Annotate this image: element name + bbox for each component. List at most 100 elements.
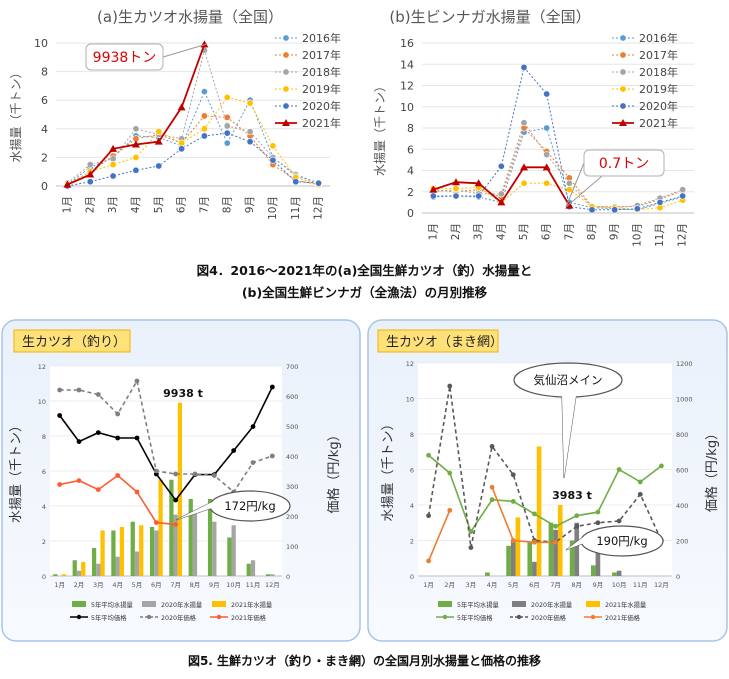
data-point-2018年	[223, 122, 231, 130]
bar-5年平均水揚量	[485, 572, 490, 576]
data-point-2020年	[543, 90, 551, 98]
x-tick-label: 12月	[677, 223, 689, 247]
legend-marker	[619, 102, 627, 110]
y-tick-label: 10	[406, 396, 414, 404]
bar-2020年水揚量	[532, 561, 537, 576]
data-point-2019年	[269, 142, 277, 150]
x-tick-label: 12月	[313, 196, 325, 220]
callout-text: 172円/kg	[224, 499, 275, 513]
data-point-2020年	[520, 63, 528, 71]
y-tick-label: 0	[41, 180, 48, 193]
price-point-2021年価格	[510, 538, 516, 543]
price-point-2020年価格	[134, 378, 140, 384]
price-point-5年平均価格	[510, 499, 516, 504]
figure4-caption-line2: (b)全国生鮮ビンナガ（全漁法）の月別推移	[241, 285, 488, 300]
x-tick-label: 5月	[153, 196, 165, 213]
x-tick-label: 3月	[473, 223, 485, 240]
data-point-2020年	[588, 206, 596, 214]
price-point-2020年価格	[115, 411, 121, 417]
price-point-2021年価格	[95, 487, 101, 492]
legend-label: 2021年水揚量	[231, 600, 273, 609]
legend-swatch	[512, 601, 526, 607]
x-tick-label: 8月	[571, 581, 582, 589]
price-point-5年平均価格	[76, 439, 82, 444]
y2-tick-label: 600	[676, 467, 688, 475]
x-tick-label: 11月	[633, 581, 648, 589]
price-point-2020年価格	[76, 387, 82, 393]
y2-axis-label: 価格（円/kg）	[326, 428, 342, 513]
legend-label: 2020年水揚量	[161, 600, 203, 609]
data-point-2018年	[86, 161, 94, 169]
x-tick-label: 8月	[190, 581, 201, 589]
legend-marker	[619, 34, 627, 42]
series-line-2018年	[433, 121, 683, 209]
y-tick-label: 2	[42, 538, 46, 546]
legend-swatch	[212, 601, 226, 607]
bar-2021年水揚量	[61, 574, 67, 576]
callout-tail-fill	[176, 499, 218, 520]
data-point-2021年	[565, 201, 574, 209]
y-tick-label: 12	[38, 363, 46, 371]
price-point-2020年価格	[616, 518, 622, 524]
legend-label: 5年平均価格	[91, 613, 127, 622]
legend-label: 5年平均水揚量	[457, 600, 499, 609]
bar-5年平均水揚量	[590, 565, 596, 576]
price-point-5年平均価格	[468, 529, 474, 535]
callout-text: 190円/kg	[596, 534, 647, 548]
data-point-2021年	[497, 198, 506, 206]
price-point-2020年価格	[468, 545, 474, 550]
y2-tick-label: 700	[286, 363, 298, 371]
bar-5年平均水揚量	[91, 548, 97, 576]
price-point-2021年価格	[553, 539, 558, 545]
legend-label: 2021年価格	[605, 613, 641, 622]
data-point-2021年	[154, 137, 163, 145]
y-tick-label: 6	[41, 94, 48, 107]
y-tick-label: 0	[407, 207, 414, 220]
bar-2020年水揚量	[616, 570, 622, 576]
x-tick-label: 6月	[541, 223, 553, 240]
price-point-2020年価格	[250, 460, 256, 465]
y2-tick-label: 0	[286, 573, 290, 581]
bar-2020年水揚量	[76, 570, 82, 576]
callout-leader	[565, 162, 585, 208]
x-tick-label: 7月	[170, 581, 181, 589]
callout-text: 気仙沼メイン	[534, 373, 603, 387]
x-tick-label: 4月	[112, 581, 123, 589]
legend-swatch	[72, 601, 86, 607]
y2-tick-label: 1000	[676, 396, 693, 404]
data-point-2019年	[200, 125, 208, 133]
data-point-2020年	[178, 145, 186, 153]
y-tick-label: 12	[406, 360, 414, 368]
series-line-2017年	[433, 127, 683, 208]
callout-leader	[565, 175, 603, 208]
bar-2021年水揚量	[177, 402, 183, 576]
x-tick-label: 1月	[427, 223, 439, 240]
data-point-2020年	[475, 192, 483, 200]
price-point-2020年価格	[211, 473, 217, 478]
y-tick-label: 6	[42, 468, 46, 476]
y2-tick-label: 100	[286, 543, 298, 551]
legend-swatch	[438, 601, 452, 607]
callout-text: 0.7トン	[599, 156, 649, 172]
data-point-2020年	[611, 206, 619, 214]
chart-title: 生カツオ（まき網）	[386, 335, 503, 350]
legend-marker	[282, 85, 290, 93]
legend-marker	[619, 85, 627, 93]
figure5-caption: 図5. 生鮮カツオ（釣り・まき網）の全国月別水揚量と価格の推移	[187, 654, 542, 668]
series-line-2019年	[67, 96, 319, 186]
bar-2021年水揚量	[139, 525, 144, 576]
price-point-5年平均価格	[574, 513, 580, 519]
x-tick-label: 6月	[176, 196, 188, 213]
legend-marker	[619, 51, 627, 59]
bar-2021年水揚量	[557, 505, 563, 576]
x-tick-label: 1月	[61, 196, 73, 213]
bar-2020年水揚量	[510, 540, 516, 576]
legend-swatch	[586, 601, 600, 607]
legend-label: 2020年水揚量	[531, 600, 573, 609]
price-point-5年平均価格	[637, 479, 643, 485]
bar-2020年水揚量	[154, 530, 159, 576]
bar-5年平均水揚量	[548, 522, 554, 576]
bar-5年平均水揚量	[527, 542, 533, 576]
y2-tick-label: 800	[676, 431, 688, 439]
price-point-5年平均価格	[553, 523, 558, 529]
